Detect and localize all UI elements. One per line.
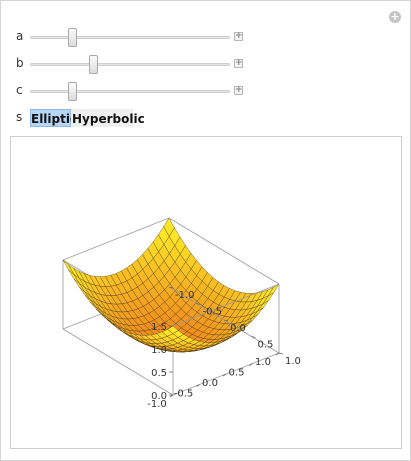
options-plus-icon[interactable]: + [389, 10, 401, 23]
y-tick-label: 0.5 [258, 340, 274, 351]
box-edge [168, 217, 280, 285]
z-tick-label: 0.5 [151, 368, 167, 379]
z-tick-label: 1.0 [151, 345, 167, 356]
x-tick-mark [196, 384, 200, 387]
x-tick-label: 0.5 [229, 368, 245, 379]
slider-label-a: a [16, 29, 24, 43]
x-tick-label: -0.5 [174, 389, 194, 400]
box-edge [62, 217, 170, 261]
slider-row-b: b + [0, 53, 411, 75]
slider-track-a[interactable] [30, 36, 230, 39]
box-edge [62, 328, 174, 396]
z-tick-label: 0.0 [151, 391, 167, 402]
slider-row-a: a + [0, 26, 411, 48]
slider-thumb-b[interactable] [89, 55, 99, 74]
box-edge [172, 283, 280, 327]
y-tick-label: -0.5 [203, 307, 223, 318]
x-tick-mark [222, 373, 227, 377]
y-tick-mark [223, 319, 229, 322]
option-elliptic-button[interactable]: Elliptic [30, 109, 77, 127]
expand-plus-icon[interactable]: + [234, 31, 243, 41]
slider-track-b[interactable] [30, 63, 230, 66]
slider-thumb-c[interactable] [68, 82, 78, 101]
y-tick-mark [278, 352, 284, 355]
y-tick-label: 0.0 [230, 323, 246, 334]
x-tick-mark [249, 363, 253, 366]
y-tick-mark [168, 286, 174, 289]
slider-label-b: b [16, 56, 24, 70]
setter-label-s: s [16, 110, 23, 124]
slider-label-c: c [16, 83, 23, 97]
x-tick-mark [275, 352, 280, 356]
x-tick-label: 0.0 [202, 378, 218, 389]
option-hyperbolic-button[interactable]: Hyperbolic [71, 109, 145, 127]
y-tick-label: 1.0 [285, 356, 301, 367]
surface-plot[interactable]: -1.0 -0.5 0.0 0.5 1.0 -1.0 -0.5 0.0 0.5 1.0 0.0 0.5… [10, 136, 402, 449]
x-tick-label: 1.0 [255, 357, 271, 368]
z-tick-label: 1.5 [151, 322, 167, 333]
surface-patch [167, 325, 179, 334]
expand-plus-icon[interactable]: + [234, 58, 243, 68]
slider-track-c[interactable] [30, 90, 230, 93]
y-tick-mark [196, 303, 201, 305]
y-tick-label: -1.0 [175, 290, 195, 301]
slider-row-c: c + [0, 80, 411, 102]
expand-plus-icon[interactable]: + [234, 85, 243, 95]
slider-thumb-a[interactable] [68, 28, 78, 47]
x-tick-label: -1.0 [147, 399, 167, 410]
y-tick-mark [251, 336, 256, 338]
